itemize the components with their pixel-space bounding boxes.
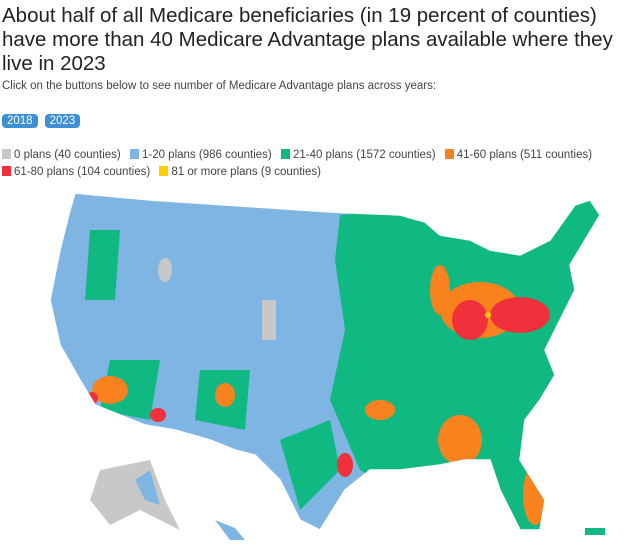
- legend-item-61-80-plans[interactable]: 61-80 plans (104 counties): [2, 164, 150, 181]
- year-2018-button[interactable]: 2018: [2, 114, 38, 128]
- hawaii: [215, 520, 245, 540]
- legend-item-41-60-plans[interactable]: 41-60 plans (511 counties): [444, 147, 592, 164]
- instruction-text: Click on the buttons below to see number…: [2, 80, 437, 92]
- legend: 0 plans (40 counties) 1-20 plans (986 co…: [2, 147, 622, 181]
- alaska: [90, 460, 180, 530]
- legend-item-81-plus-plans[interactable]: 81 or more plans (9 counties): [159, 164, 321, 181]
- puerto-rico: [585, 528, 605, 535]
- page-title: About half of all Medicare beneficiaries…: [2, 4, 613, 75]
- year-buttons: 2018 2023: [2, 114, 81, 128]
- legend-item-21-40-plans[interactable]: 21-40 plans (1572 counties): [280, 147, 436, 164]
- year-2023-button[interactable]: 2023: [44, 114, 81, 128]
- legend-item-0-plans[interactable]: 0 plans (40 counties): [2, 147, 121, 164]
- legend-item-1-20-plans[interactable]: 1-20 plans (986 counties): [129, 147, 272, 164]
- us-county-map[interactable]: [0, 180, 624, 548]
